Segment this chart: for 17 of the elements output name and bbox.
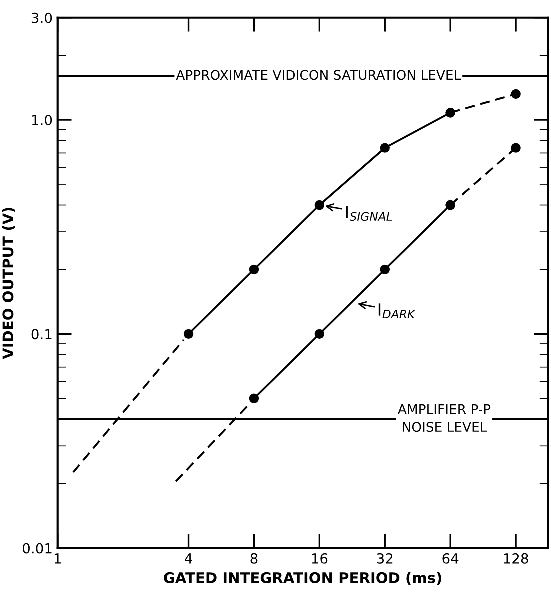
y-tick-label: 1.0	[32, 115, 52, 126]
x-tick-label: 4	[185, 554, 192, 564]
x-tick-label: 1	[54, 554, 61, 564]
annotation: I$_{DARK}$	[378, 304, 416, 319]
annotation: I$_{SIGNAL}$	[346, 206, 392, 222]
ref-line-label: APPROXIMATE VIDICON SATURATION LEVEL	[176, 70, 462, 80]
x-tick-label: 32	[377, 553, 393, 564]
y-tick-label: 0.01	[22, 543, 52, 554]
x-tick-label: 128	[504, 553, 528, 564]
x-axis-title: GATED INTEGRATION PERIOD (ms)	[164, 572, 442, 586]
x-tick-label: 8	[250, 553, 258, 564]
y-axis-title: VIDEO OUTPUT (V)	[2, 208, 16, 360]
y-tick-label: 0.1	[32, 329, 52, 340]
x-tick-label: 16	[312, 553, 328, 564]
x-tick-label: 64	[442, 553, 459, 564]
ref-line-label: AMPLIFIER P-P NOISE LEVEL	[398, 404, 491, 432]
y-tick-label: 3.0	[32, 12, 52, 24]
